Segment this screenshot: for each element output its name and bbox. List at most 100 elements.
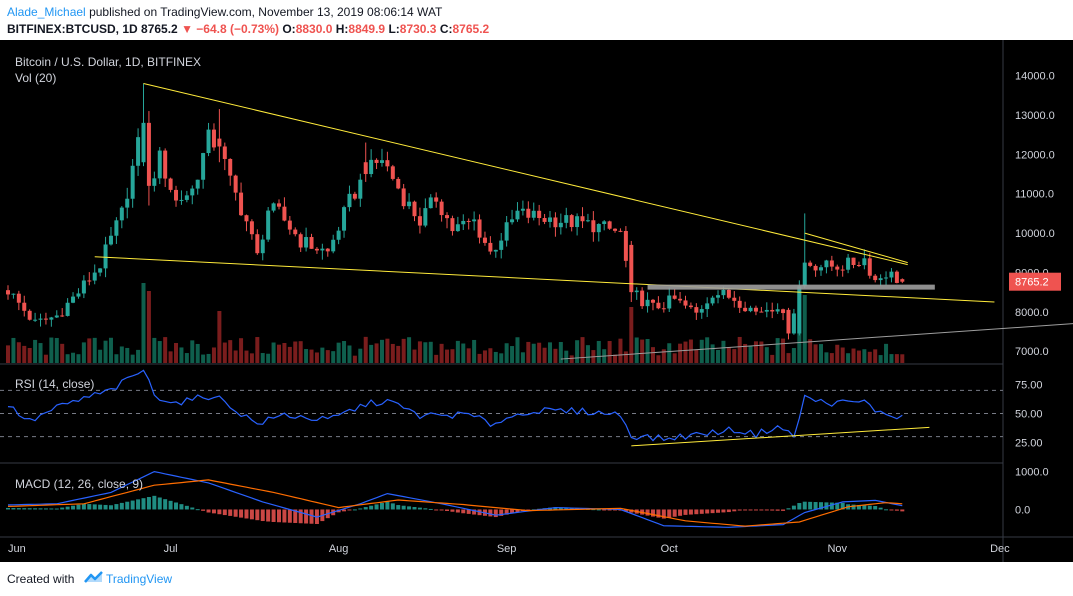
volume-bar xyxy=(184,353,189,363)
volume-bar xyxy=(884,343,889,363)
candle-body xyxy=(493,249,498,252)
macd-histogram-bar xyxy=(81,503,86,510)
volume-bar xyxy=(103,340,108,363)
time-tick-label: Nov xyxy=(827,543,847,555)
candle-body xyxy=(894,271,899,283)
volume-bar xyxy=(564,350,569,363)
volume-bar xyxy=(688,339,693,363)
candle-body xyxy=(325,248,330,252)
candle-body xyxy=(407,201,412,207)
volume-bar xyxy=(439,343,444,363)
tradingview-brand[interactable]: TradingView xyxy=(106,572,173,586)
volume-bar xyxy=(672,353,677,363)
volume-bar xyxy=(613,354,618,363)
chart-background xyxy=(0,40,1073,562)
candle-body xyxy=(49,317,54,320)
candle-body xyxy=(813,265,818,271)
macd-histogram-bar xyxy=(472,509,477,515)
macd-histogram-bar xyxy=(239,509,244,518)
volume-bar xyxy=(667,343,672,363)
volume-bar xyxy=(244,350,249,363)
volume-bar xyxy=(813,344,818,363)
candle-body xyxy=(22,302,27,311)
macd-histogram-bar xyxy=(558,507,563,510)
macd-histogram-bar xyxy=(43,508,48,510)
volume-bar xyxy=(482,350,487,363)
candle-body xyxy=(390,166,395,179)
candle-body xyxy=(65,302,70,316)
volume-bar xyxy=(163,337,168,363)
macd-histogram-bar xyxy=(900,509,905,512)
macd-histogram-bar xyxy=(434,509,439,511)
volume-bar xyxy=(894,354,899,363)
candle-body xyxy=(114,220,119,236)
candle-body xyxy=(819,267,823,271)
macd-histogram-bar xyxy=(672,509,677,517)
volume-bar xyxy=(22,345,27,363)
candle-body xyxy=(504,222,509,241)
macd-histogram-bar xyxy=(623,509,628,512)
volume-bar xyxy=(656,355,661,363)
volume-bar xyxy=(369,344,374,363)
volume-bar xyxy=(108,337,113,363)
macd-histogram-bar xyxy=(119,502,124,510)
macd-histogram-bar xyxy=(244,509,249,519)
macd-histogram-bar xyxy=(867,505,872,510)
volume-bar xyxy=(867,351,872,363)
volume-bar xyxy=(466,348,471,363)
volume-bar xyxy=(347,345,352,363)
volume-bar xyxy=(293,341,298,363)
candle-body xyxy=(607,221,612,229)
candle-body xyxy=(613,228,618,231)
candle-body xyxy=(271,203,276,211)
volume-bar xyxy=(862,349,867,363)
volume-bar xyxy=(623,351,628,363)
volume-bar xyxy=(146,291,151,363)
macd-histogram-bar xyxy=(753,509,758,511)
macd-histogram-bar xyxy=(6,507,10,510)
volume-bar xyxy=(217,311,222,363)
macd-histogram-bar xyxy=(103,504,108,510)
candle-body xyxy=(43,318,48,320)
macd-histogram-bar xyxy=(206,509,211,513)
candle-body xyxy=(195,179,200,189)
volume-bar xyxy=(759,341,764,363)
volume-bar xyxy=(526,341,531,363)
volume-bar xyxy=(743,343,748,363)
candle-body xyxy=(482,237,487,243)
volume-bar xyxy=(808,339,813,363)
candle-body xyxy=(580,216,585,222)
candle-body xyxy=(298,234,303,248)
volume-bar xyxy=(819,344,823,363)
price-tick-label: 14000.0 xyxy=(1015,71,1055,83)
candle-body xyxy=(688,305,693,308)
volume-bar xyxy=(618,338,623,363)
candle-body xyxy=(472,219,477,222)
macd-histogram-bar xyxy=(591,509,596,511)
volume-bar xyxy=(575,340,580,363)
symbol-label: BITFINEX:BTCUSD, 1D xyxy=(7,22,138,36)
price-chart[interactable]: 14000.013000.012000.011000.010000.09000.… xyxy=(0,40,1073,562)
volume-bar xyxy=(287,346,292,363)
rsi-pane-title: RSI (14, close) xyxy=(15,377,94,391)
candle-body xyxy=(786,309,791,334)
price-tick-label: 12000.0 xyxy=(1015,149,1055,161)
volume-bar xyxy=(390,343,395,363)
candle-body xyxy=(152,178,157,186)
candle-body xyxy=(515,210,520,220)
candle-body xyxy=(450,218,455,232)
candle-body xyxy=(33,319,38,321)
volume-bar xyxy=(396,345,401,363)
volume-bar xyxy=(309,349,314,363)
volume-bar xyxy=(71,352,76,363)
author-link[interactable]: Alade_Michael xyxy=(7,5,86,19)
candle-body xyxy=(282,206,287,221)
macd-histogram-bar xyxy=(678,509,683,516)
candle-body xyxy=(363,162,368,175)
candle-body xyxy=(385,160,390,167)
time-tick-label: Jun xyxy=(8,543,26,555)
time-tick-label: Dec xyxy=(990,543,1010,555)
volume-bar xyxy=(282,342,287,363)
candle-body xyxy=(797,286,802,334)
macd-histogram-bar xyxy=(190,507,195,510)
